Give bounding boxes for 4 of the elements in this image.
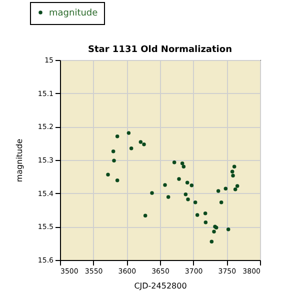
chart-title: Star 1131 Old Normalization	[88, 45, 232, 55]
x-axis-title: CJD-2452800	[134, 282, 187, 290]
legend-label: magnitude	[49, 8, 98, 18]
y-axis-title: magnitude	[14, 138, 24, 182]
